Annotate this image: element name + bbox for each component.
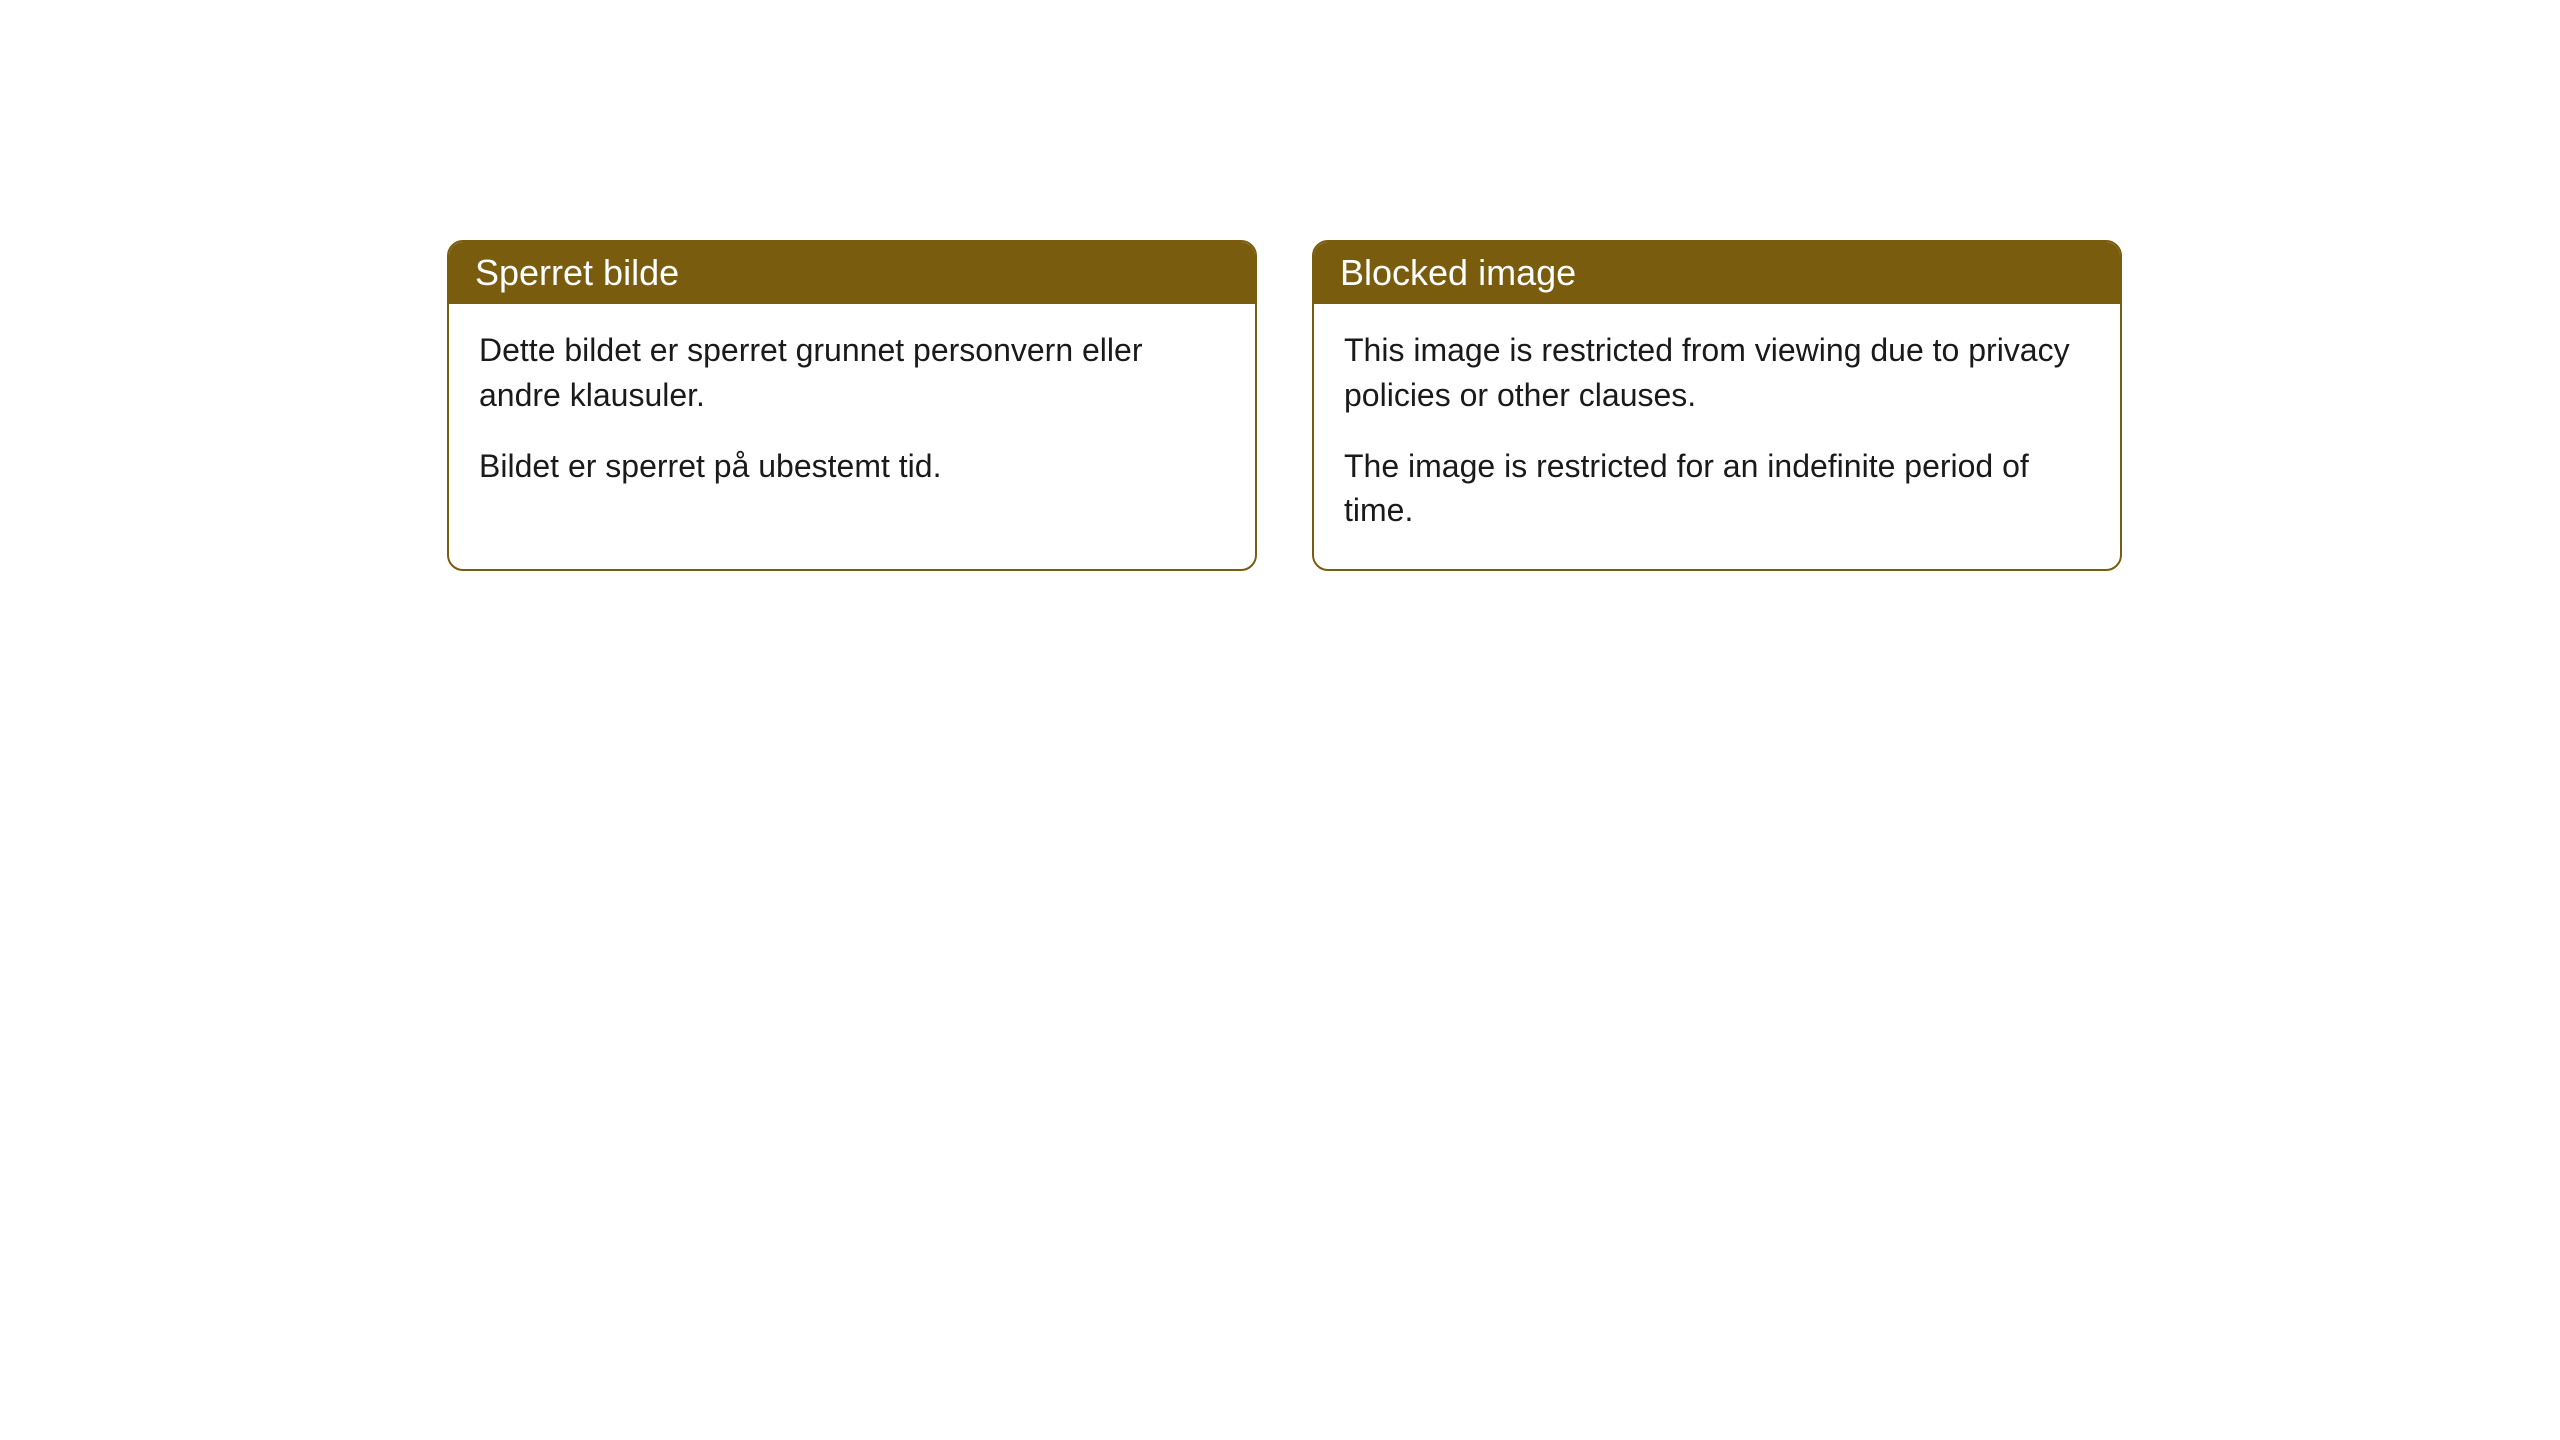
card-paragraph: Dette bildet er sperret grunnet personve… [479, 328, 1225, 418]
notice-card-english: Blocked image This image is restricted f… [1312, 240, 2122, 571]
notice-card-norwegian: Sperret bilde Dette bildet er sperret gr… [447, 240, 1257, 571]
card-title: Blocked image [1340, 252, 1576, 293]
notice-cards-container: Sperret bilde Dette bildet er sperret gr… [447, 240, 2122, 571]
card-paragraph: The image is restricted for an indefinit… [1344, 444, 2090, 534]
card-paragraph: Bildet er sperret på ubestemt tid. [479, 444, 1225, 489]
card-paragraph: This image is restricted from viewing du… [1344, 328, 2090, 418]
card-header-english: Blocked image [1314, 242, 2120, 304]
card-title: Sperret bilde [475, 252, 679, 293]
card-body-norwegian: Dette bildet er sperret grunnet personve… [449, 304, 1255, 524]
card-header-norwegian: Sperret bilde [449, 242, 1255, 304]
card-body-english: This image is restricted from viewing du… [1314, 304, 2120, 569]
